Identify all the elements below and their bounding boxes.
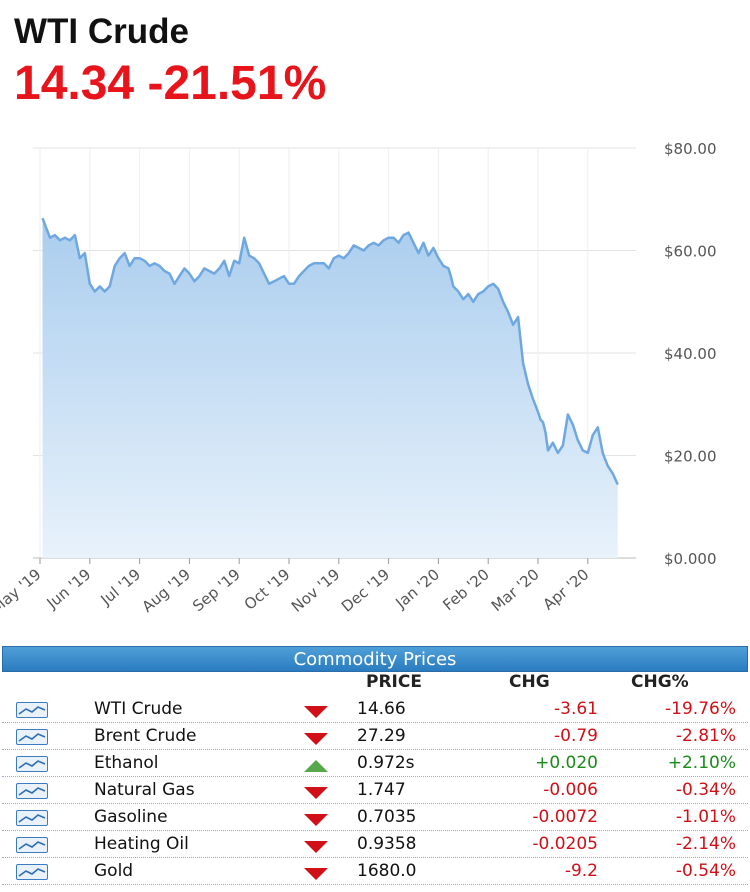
down-arrow-icon (304, 841, 328, 853)
commodity-name[interactable]: Heating Oil (94, 834, 189, 854)
table-caption-bar: Commodity Prices (2, 646, 748, 672)
commodity-name[interactable]: Natural Gas (94, 780, 195, 800)
commodity-table: Commodity Prices PRICE CHG CHG% WTI Crud… (0, 646, 750, 892)
x-tick-label: Sep '19 (189, 565, 244, 615)
x-tick-label: Mar '20 (488, 565, 543, 615)
x-tick-label: Nov '19 (288, 565, 343, 616)
commodity-change: -3.61 (554, 699, 598, 719)
commodity-price: 0.7035 (357, 807, 417, 827)
commodity-change: -9.2 (564, 861, 598, 881)
x-tick-label: Jan '20 (391, 565, 442, 612)
commodity-price: 27.29 (357, 726, 406, 746)
table-row[interactable]: Brent Crude 27.29 -0.79 -2.81% (2, 723, 748, 750)
quote-price: 14.34 (14, 57, 135, 110)
table-row[interactable]: Ethanol 0.972s +0.020 +2.10% (2, 750, 748, 777)
y-tick-label: $20.00 (664, 448, 717, 466)
down-arrow-icon (304, 706, 328, 718)
commodity-name[interactable]: Gasoline (94, 807, 168, 827)
table-caption: Commodity Prices (293, 649, 457, 670)
down-arrow-icon (304, 814, 328, 826)
commodity-change-pct: +2.10% (667, 753, 736, 773)
series-line (41, 217, 619, 486)
mini-chart-icon[interactable] (16, 729, 48, 745)
table-row[interactable]: Natural Gas 1.747 -0.006 -0.34% (2, 777, 748, 804)
commodity-price: 0.9358 (357, 834, 417, 854)
quote-line: 14.34 -21.51% (14, 56, 326, 111)
commodity-change-pct: -2.81% (675, 726, 736, 746)
commodity-price: 0.972s (357, 753, 415, 773)
price-chart[interactable]: $80.00 $60.00 $40.00 $20.00 $0.000 May '19Jun… (0, 130, 750, 646)
quote-change-pct: -21.51% (147, 57, 327, 110)
column-header-chg[interactable]: CHG (509, 672, 550, 692)
commodity-price: 14.66 (357, 699, 406, 719)
commodity-change: +0.020 (535, 753, 598, 773)
column-header-chg-pct[interactable]: CHG% (631, 672, 689, 692)
column-header-price[interactable]: PRICE (366, 672, 422, 692)
commodity-change-pct: -19.76% (665, 699, 736, 719)
commodity-change: -0.79 (554, 726, 598, 746)
x-tick-label: Feb '20 (439, 565, 492, 614)
down-arrow-icon (304, 787, 328, 799)
x-tick-label: Dec '19 (338, 565, 393, 615)
mini-chart-icon[interactable] (16, 702, 48, 718)
mini-chart-icon[interactable] (16, 783, 48, 799)
commodity-price: 1680.0 (357, 861, 417, 881)
x-tick-label: Aug '19 (139, 565, 194, 616)
mini-chart-icon[interactable] (16, 810, 48, 826)
series-area (42, 218, 618, 558)
commodity-name[interactable]: Gold (94, 861, 134, 881)
table-row[interactable]: Heating Oil 0.9358 -0.0205 -2.14% (2, 831, 748, 858)
mini-chart-icon[interactable] (16, 756, 48, 772)
commodity-change: -0.0072 (532, 807, 598, 827)
down-arrow-icon (304, 868, 328, 880)
y-tick-label: $40.00 (664, 345, 717, 363)
y-tick-label: $0.000 (664, 550, 717, 568)
commodity-change-pct: -0.54% (675, 861, 736, 881)
commodity-change-pct: -1.01% (675, 807, 736, 827)
y-tick-label: $80.00 (664, 140, 717, 158)
x-tick-label: May '19 (0, 565, 45, 617)
commodity-price: 1.747 (357, 780, 406, 800)
mini-chart-icon[interactable] (16, 864, 48, 880)
commodity-name[interactable]: Brent Crude (94, 726, 197, 746)
table-row[interactable]: Gasoline 0.7035 -0.0072 -1.01% (2, 804, 748, 831)
x-tick-label: Apr '20 (539, 565, 592, 613)
commodity-change: -0.006 (543, 780, 598, 800)
commodity-change: -0.0205 (532, 834, 598, 854)
y-tick-label: $60.00 (664, 243, 717, 261)
table-row[interactable]: WTI Crude 14.66 -3.61 -19.76% (2, 696, 748, 723)
commodity-change-pct: -2.14% (675, 834, 736, 854)
commodity-name[interactable]: WTI Crude (94, 699, 183, 719)
page-title: WTI Crude (14, 12, 189, 51)
down-arrow-icon (304, 733, 328, 745)
commodity-name[interactable]: Ethanol (94, 753, 159, 773)
x-tick-label: Jun '19 (43, 565, 95, 612)
mini-chart-icon[interactable] (16, 837, 48, 853)
x-tick-label: Oct '19 (241, 565, 294, 613)
up-arrow-icon (304, 760, 328, 772)
table-row[interactable]: Gold 1680.0 -9.2 -0.54% (2, 858, 748, 885)
x-tick-label: Jul '19 (97, 565, 145, 609)
commodity-change-pct: -0.34% (675, 780, 736, 800)
